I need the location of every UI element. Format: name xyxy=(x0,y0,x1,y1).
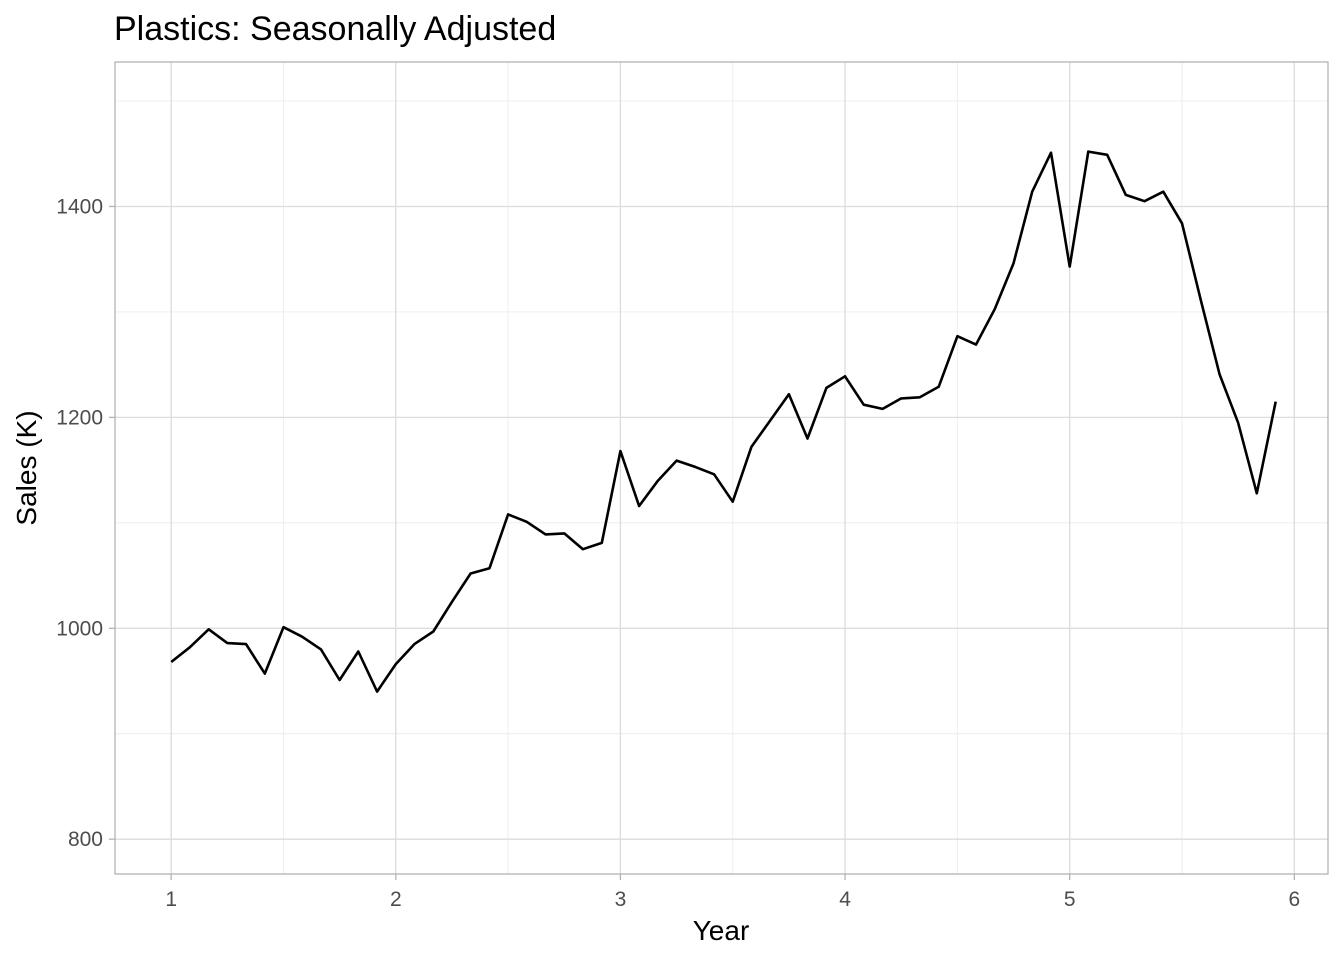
y-tick-label: 1400 xyxy=(56,195,103,218)
y-axis-title: Sales (K) xyxy=(11,410,42,525)
x-tick-label: 1 xyxy=(165,888,177,911)
x-tick-label: 4 xyxy=(839,888,851,911)
plot-panel xyxy=(114,61,1329,875)
x-tick-label: 5 xyxy=(1064,888,1076,911)
x-axis-title: Year xyxy=(693,915,750,946)
x-tick-label: 6 xyxy=(1288,888,1300,911)
x-tick-label: 2 xyxy=(390,888,402,911)
x-tick-label: 3 xyxy=(615,888,627,911)
series-line xyxy=(170,150,1277,693)
y-tick-label: 1200 xyxy=(56,406,103,429)
y-tick-label: 800 xyxy=(68,828,103,851)
grid xyxy=(115,62,1328,874)
y-tick-label: 1000 xyxy=(56,617,103,640)
axis-ticks: 1 2 3 4 5 6 800 1000 1200 1400 xyxy=(56,195,1300,911)
series-layer xyxy=(170,150,1277,693)
chart-title: Plastics: Seasonally Adjusted xyxy=(114,10,556,48)
